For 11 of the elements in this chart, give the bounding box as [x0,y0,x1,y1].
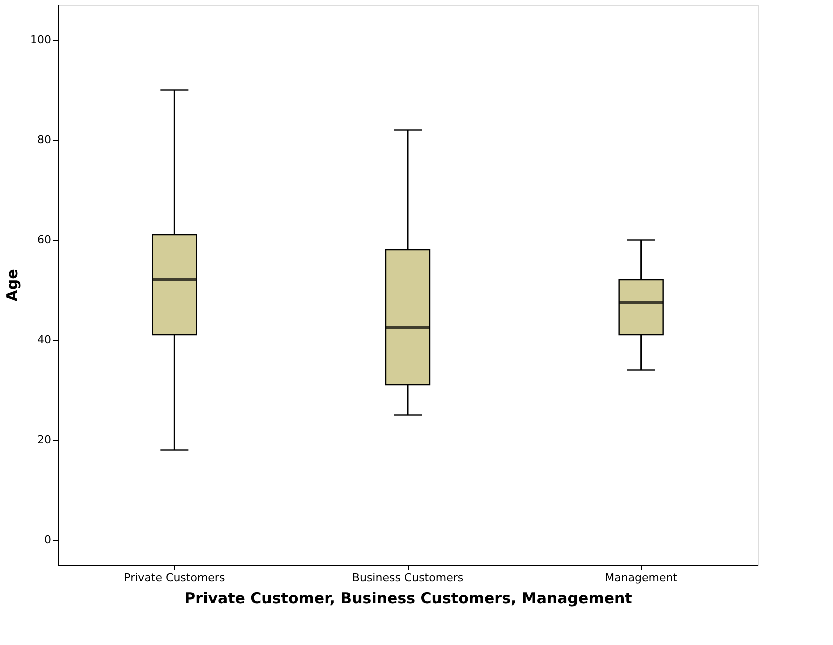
y-tick-label: 20 [38,434,52,446]
y-tick-label: 100 [30,34,52,46]
x-tick-label: Private Customers [124,572,226,584]
y-tick-label: 80 [38,134,52,146]
x-tick-label: Business Customers [352,572,464,584]
y-tick-label: 40 [38,334,52,346]
y-tick-label: 60 [38,234,52,246]
x-axis-title: Private Customer, Business Customers, Management [184,590,632,608]
y-tick-label: 0 [44,534,52,546]
y-axis-title: Age [4,269,22,302]
x-tick-label: Management [605,572,678,584]
